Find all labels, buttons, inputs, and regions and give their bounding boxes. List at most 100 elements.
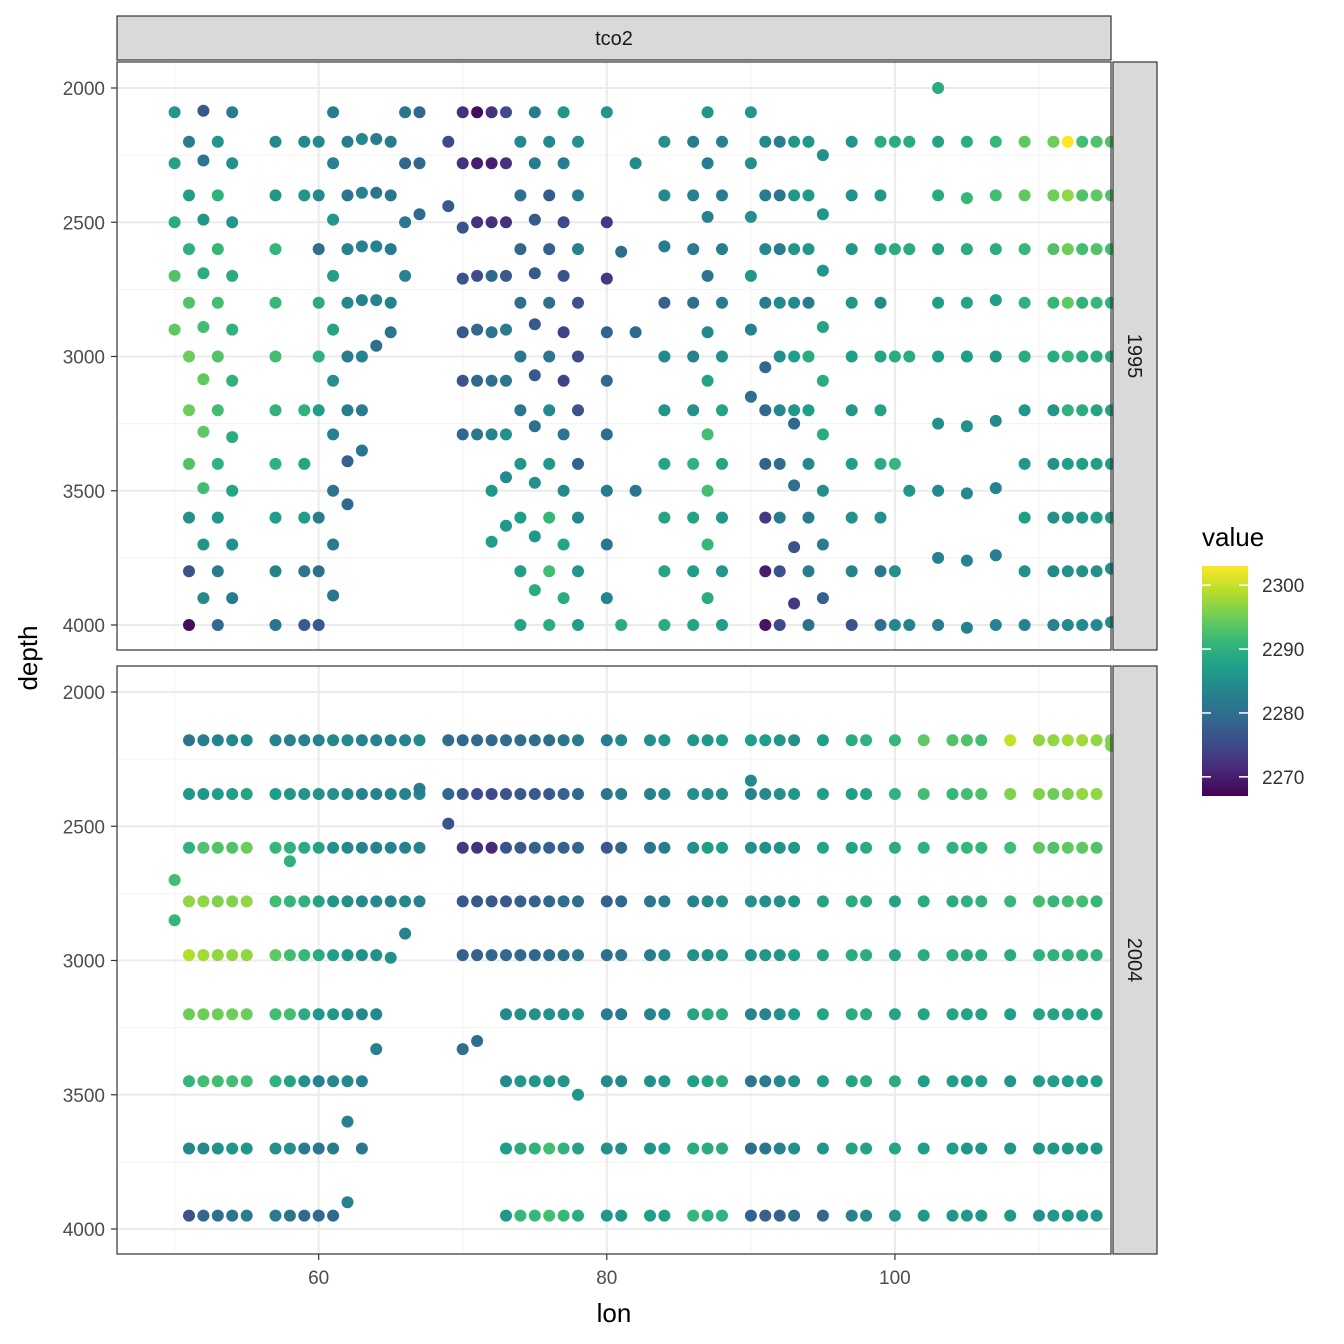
data-point <box>917 1008 930 1021</box>
data-point <box>183 1008 195 1021</box>
data-point <box>744 323 757 336</box>
data-point <box>355 444 368 457</box>
data-point <box>773 135 786 148</box>
data-point <box>341 404 354 417</box>
data-point <box>759 511 772 524</box>
data-point <box>456 734 469 747</box>
data-point <box>1090 1075 1103 1088</box>
data-point <box>615 245 628 258</box>
data-point <box>600 272 613 285</box>
data-point <box>989 414 1002 427</box>
data-point <box>975 734 988 747</box>
data-point <box>701 538 714 551</box>
data-point <box>168 874 181 886</box>
data-point <box>211 734 224 747</box>
data-point <box>788 734 801 747</box>
data-point <box>485 157 498 170</box>
data-point <box>744 1142 757 1155</box>
data-point <box>773 243 786 256</box>
data-point <box>370 949 383 962</box>
data-point <box>1047 949 1060 962</box>
data-point <box>500 1075 512 1088</box>
data-point <box>888 1142 901 1155</box>
data-point <box>183 1075 195 1088</box>
data-point <box>888 1209 901 1222</box>
data-point <box>1090 511 1103 524</box>
data-point <box>528 584 541 597</box>
y-tick-label: 4000 <box>63 1220 105 1241</box>
facet-strip-2004-label: 2004 <box>1123 938 1145 983</box>
data-point <box>1076 404 1089 417</box>
data-point <box>1061 404 1074 417</box>
data-point <box>1076 511 1089 524</box>
data-point <box>269 895 282 908</box>
data-point <box>557 269 570 282</box>
data-point <box>298 949 311 962</box>
data-point <box>874 243 887 256</box>
data-point <box>226 734 239 747</box>
data-point <box>888 1008 901 1021</box>
data-point <box>341 788 354 800</box>
data-point <box>355 1008 368 1021</box>
data-point <box>773 895 786 908</box>
data-point <box>788 895 801 908</box>
data-point <box>211 949 224 962</box>
data-point <box>341 296 354 309</box>
data-point <box>471 788 484 800</box>
data-point <box>341 243 354 256</box>
data-point <box>888 457 901 470</box>
data-point <box>514 1142 527 1155</box>
data-point <box>572 895 584 908</box>
data-point <box>600 1008 613 1021</box>
data-point <box>744 106 757 119</box>
data-point <box>1076 734 1089 747</box>
data-point <box>716 949 728 962</box>
data-point <box>557 326 570 339</box>
data-point <box>1090 404 1103 417</box>
panel-2004: 2000 2500 3000 3500 4000 <box>63 665 1117 1255</box>
data-point <box>1076 1008 1089 1021</box>
data-point <box>860 949 873 962</box>
data-point <box>1033 949 1045 962</box>
data-point <box>946 788 959 800</box>
data-point <box>932 484 945 497</box>
data-point <box>514 189 527 202</box>
data-point <box>514 788 527 800</box>
data-point <box>960 296 973 309</box>
data-point <box>888 841 901 854</box>
data-point <box>932 189 945 202</box>
data-point <box>860 1075 873 1088</box>
data-point <box>528 157 541 170</box>
data-point <box>197 895 210 908</box>
data-point <box>514 949 527 962</box>
data-point <box>658 619 671 631</box>
data-point <box>211 1142 224 1155</box>
data-point <box>759 1209 772 1222</box>
data-point <box>500 323 512 336</box>
data-point <box>528 1075 541 1088</box>
data-point <box>802 135 815 148</box>
data-point <box>802 457 815 470</box>
data-point <box>283 1209 296 1222</box>
data-point <box>744 734 757 747</box>
data-point <box>312 1008 325 1021</box>
data-point <box>269 734 282 747</box>
data-point <box>312 243 325 256</box>
data-point <box>701 210 714 223</box>
data-point <box>500 157 512 170</box>
data-point <box>226 538 239 551</box>
data-point <box>1033 734 1045 747</box>
data-point <box>874 350 887 363</box>
data-point <box>773 296 786 309</box>
data-point <box>269 949 282 962</box>
data-point <box>658 135 671 148</box>
data-point <box>197 425 210 438</box>
data-point <box>298 1008 311 1021</box>
data-point <box>600 326 613 339</box>
data-point <box>1090 189 1103 202</box>
data-point <box>917 1209 930 1222</box>
data-point <box>701 374 714 387</box>
data-point <box>788 1008 801 1021</box>
data-point <box>615 734 628 747</box>
data-point <box>528 530 541 543</box>
